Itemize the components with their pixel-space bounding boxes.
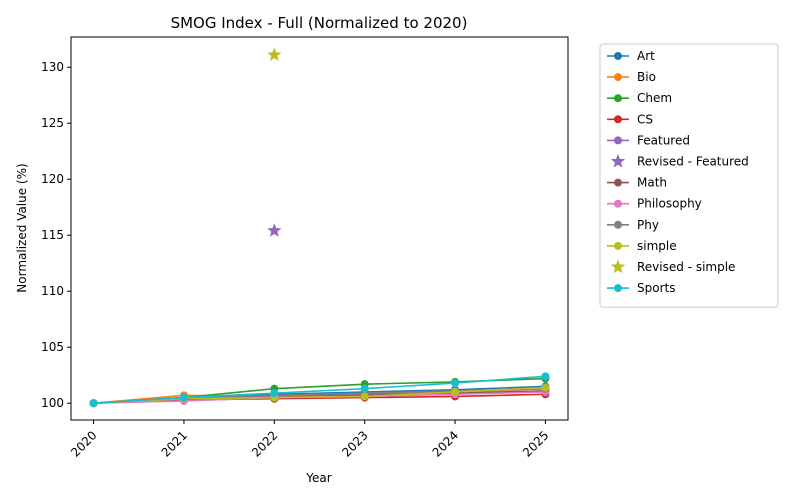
series-revised-featured [267, 223, 282, 237]
legend-entry: simple [607, 239, 677, 253]
data-point-star [267, 47, 282, 61]
data-point [541, 372, 550, 381]
legend-label: Math [637, 176, 667, 190]
legend-entry: Bio [607, 70, 656, 84]
legend-marker [614, 73, 622, 82]
legend-marker [614, 178, 622, 187]
legend-entry: Philosophy [607, 197, 702, 211]
legend-label: Phy [637, 218, 659, 232]
legend-entry: Chem [607, 91, 672, 105]
x-tick-label: 2020 [68, 428, 99, 459]
chart-title: SMOG Index - Full (Normalized to 2020) [171, 14, 468, 32]
x-axis: 2020 2021 2022 2023 2024 2025 [68, 420, 552, 460]
x-tick-label: 2021 [159, 428, 190, 459]
series-line [93, 393, 546, 404]
series-layer [89, 47, 550, 408]
legend-marker-star [610, 154, 626, 168]
legend-label: CS [637, 112, 653, 126]
y-tick-label: 105 [41, 340, 64, 354]
legend-marker [614, 284, 622, 293]
legend-label: Featured [637, 133, 690, 147]
x-tick-label: 2024 [430, 428, 461, 459]
legend-entry: Phy [607, 218, 659, 232]
data-point [360, 384, 369, 393]
legend-entry: Sports [607, 281, 675, 295]
legend-marker [614, 94, 622, 103]
y-tick-label: 115 [41, 228, 64, 242]
legend-label: Art [637, 49, 655, 63]
data-point [89, 399, 98, 408]
legend-entry: Math [607, 176, 667, 190]
series-line [93, 386, 546, 404]
data-point [541, 383, 550, 392]
legend-entry: Revised - Featured [610, 154, 749, 169]
x-tick-label: 2025 [520, 428, 551, 459]
legend-label: simple [637, 239, 677, 253]
series-revised-simple [267, 47, 282, 61]
y-tick-label: 125 [41, 116, 64, 130]
x-axis-label: Year [305, 471, 331, 485]
series-line [93, 375, 546, 404]
legend-marker [614, 220, 622, 229]
legend-label: Revised - Featured [637, 155, 749, 169]
data-point [360, 392, 369, 401]
data-point-star [267, 223, 282, 237]
x-tick-label: 2022 [249, 428, 280, 459]
legend-marker [614, 199, 622, 208]
data-point [451, 379, 460, 388]
legend-entry: Revised - simple [610, 259, 735, 274]
legend-entry: Art [607, 49, 655, 63]
legend-frame [599, 43, 779, 308]
legend-label: Revised - simple [637, 260, 735, 274]
legend-marker [614, 115, 622, 124]
legend-marker [614, 52, 622, 60]
legend-marker-star [610, 259, 626, 274]
legend-marker [614, 136, 622, 145]
legend-label: Philosophy [637, 197, 702, 211]
data-point [179, 393, 188, 402]
legend-label: Bio [637, 70, 656, 84]
x-tick-label: 2023 [339, 428, 370, 459]
legend-entry: CS [607, 112, 653, 126]
y-axis: 100 105 110 115 120 125 130 [41, 60, 71, 410]
y-tick-label: 130 [41, 60, 64, 74]
data-point [270, 389, 279, 398]
legend: Art Bio Chem CS Featured Revised - Featured Ma… [599, 43, 779, 308]
legend-marker [614, 241, 622, 250]
plot-area-frame [70, 36, 569, 421]
y-tick-label: 110 [41, 284, 64, 298]
legend-label: Chem [637, 91, 672, 105]
y-tick-label: 100 [41, 396, 64, 410]
y-axis-label: Normalized Value (%) [15, 163, 29, 292]
legend-label: Sports [637, 281, 675, 295]
data-point [451, 388, 460, 397]
series-sports [89, 372, 550, 408]
y-tick-label: 120 [41, 172, 64, 186]
legend-entry: Featured [607, 133, 690, 147]
